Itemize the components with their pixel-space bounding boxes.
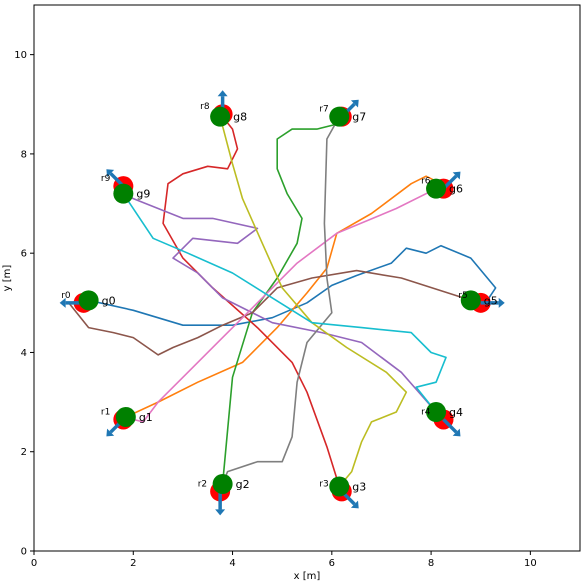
goal-g9-marker xyxy=(113,183,134,204)
trajectory-r6 xyxy=(123,187,437,423)
y-axis-title: y [m] xyxy=(2,265,13,292)
heading-arrow-head xyxy=(452,171,461,180)
heading-arrow-head xyxy=(452,428,461,437)
y-tick-label: 0 xyxy=(21,547,27,558)
trajectory-r1 xyxy=(125,175,442,418)
heading-arrow-head xyxy=(350,500,359,509)
goal-g3-marker xyxy=(329,476,350,497)
goal-g2-marker xyxy=(212,473,233,494)
heading-arrow-head xyxy=(217,90,228,97)
y-tick-label: 6 xyxy=(21,249,27,260)
goal-g6-marker xyxy=(426,178,447,199)
goal-label: g6 xyxy=(449,183,463,196)
x-tick-label: 8 xyxy=(428,558,434,569)
goal-label: g5 xyxy=(484,294,498,307)
heading-arrow-head xyxy=(215,509,226,516)
trajectory-r3 xyxy=(162,116,341,487)
x-axis-title: x [m] xyxy=(294,571,321,582)
robot-label: r4 xyxy=(421,407,431,417)
paths-layer xyxy=(67,116,497,488)
y-tick-label: 2 xyxy=(21,447,27,458)
goal-g4-marker xyxy=(426,402,447,423)
trajectory-r4 xyxy=(122,192,437,413)
goal-g0-marker xyxy=(78,290,99,311)
goal-g1-marker xyxy=(115,406,136,427)
robot-label: r5 xyxy=(458,291,467,301)
heading-arrow-head xyxy=(498,297,505,308)
heading-arrow-head xyxy=(106,169,115,177)
goal-label: g7 xyxy=(352,111,366,124)
goal-g7-marker xyxy=(329,106,350,127)
robot-label: r0 xyxy=(61,291,71,301)
x-tick-label: 4 xyxy=(229,558,235,569)
heading-arrow-head xyxy=(59,297,66,308)
robot-label: r6 xyxy=(421,177,431,187)
heading-arrow-shaft xyxy=(442,418,458,434)
ticks-layer: 0 2 4 6 8 10 0 2 4 6 8 10 xyxy=(14,50,536,569)
heading-arrow-head xyxy=(350,99,359,108)
x-tick-label: 6 xyxy=(329,558,335,569)
x-tick-label: 10 xyxy=(524,558,537,569)
trajectory-r9 xyxy=(122,193,447,413)
goal-g5-marker xyxy=(460,290,481,311)
goal-label: g3 xyxy=(352,480,366,493)
trajectory-r0 xyxy=(88,244,497,327)
y-tick-label: 4 xyxy=(21,348,27,359)
robot-label: r9 xyxy=(101,174,111,184)
trajectory-r7 xyxy=(221,116,340,485)
trajectory-r5 xyxy=(67,269,472,356)
robot-label: r1 xyxy=(101,407,110,417)
robot-label: r3 xyxy=(319,479,328,489)
y-tick-label: 10 xyxy=(14,50,27,61)
goal-label: g0 xyxy=(102,294,116,307)
goal-label: g2 xyxy=(236,478,250,491)
goal-label: g8 xyxy=(233,111,247,124)
trajectory-r8 xyxy=(219,116,408,488)
goal-g8-marker xyxy=(210,106,231,127)
y-tick-label: 8 xyxy=(21,149,27,160)
robot-label: r2 xyxy=(198,479,207,489)
x-tick-label: 0 xyxy=(31,558,37,569)
robot-label: r7 xyxy=(319,105,328,115)
plot-area xyxy=(33,4,581,552)
x-tick-label: 2 xyxy=(130,558,136,569)
markers-layer: r0 g0 r1 g1 r2 g2 r3 g3 r4 g4 r5 g5 r6 g6 r7 g7 r8 g8 r9 g9 xyxy=(59,90,505,516)
robot-label: r8 xyxy=(200,102,210,112)
goal-label: g4 xyxy=(449,406,463,419)
goal-label: g1 xyxy=(139,411,153,424)
goal-label: g9 xyxy=(136,188,150,201)
heading-arrow-head xyxy=(106,428,115,437)
